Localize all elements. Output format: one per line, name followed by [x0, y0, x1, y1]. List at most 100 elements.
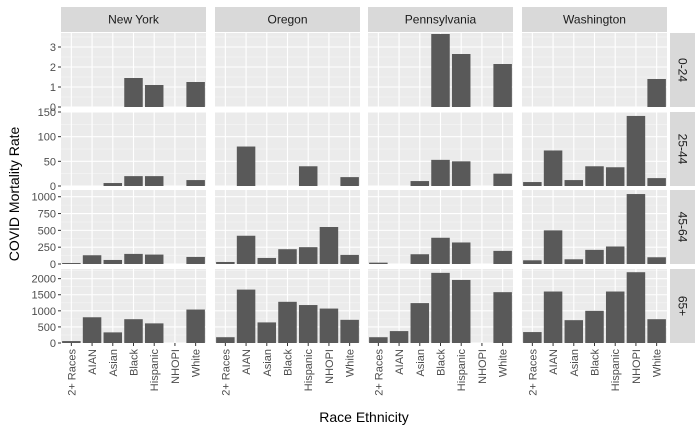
bar-black: [431, 237, 450, 264]
x-tick-label: 2+ Races: [527, 349, 539, 396]
y-tick-label: 0: [50, 338, 56, 350]
x-tick-label: Hispanic: [610, 349, 622, 392]
bar-nhopi: [319, 308, 339, 343]
bar-aian: [236, 146, 256, 186]
bar-white: [186, 309, 205, 343]
bar-black: [124, 176, 143, 186]
strip-bg-column: [368, 7, 513, 32]
bar-hispanic: [298, 166, 318, 186]
strip-bg-row: [670, 112, 695, 186]
strip-label-row: 45-64: [676, 212, 690, 243]
bar-black: [585, 249, 604, 264]
x-tick-label: AIAN: [548, 349, 560, 375]
bar-asian: [410, 254, 430, 264]
bar-black: [585, 310, 604, 343]
bar-aian: [82, 317, 102, 343]
x-tick-label: Asian: [569, 349, 581, 377]
x-tick-label: Black: [436, 349, 448, 376]
strip-bg-column: [61, 7, 206, 32]
bar-black: [431, 34, 450, 107]
bar-hispanic: [144, 323, 164, 343]
y-tick-label: 1: [50, 82, 56, 94]
x-tick-label: Black: [283, 349, 295, 376]
strip-bg-column: [215, 7, 360, 32]
bar-hispanic: [144, 176, 164, 186]
bar-white: [493, 64, 512, 107]
bar-nhopi: [626, 194, 646, 264]
bar-white: [493, 250, 512, 264]
y-tick-label: 500: [38, 225, 56, 237]
x-tick-label: AIAN: [87, 349, 99, 375]
bar-2-races: [216, 261, 235, 264]
strip-bg-row: [670, 269, 695, 343]
y-tick-label: 150: [38, 107, 56, 119]
bar-white: [647, 79, 666, 107]
bar-asian: [410, 303, 430, 343]
bar-hispanic: [451, 161, 471, 186]
bar-white: [340, 254, 359, 264]
bar-black: [124, 253, 143, 264]
x-tick-label: 2+ Races: [373, 349, 385, 396]
bar-black: [431, 159, 450, 186]
bar-asian: [103, 259, 123, 264]
x-tick-label: Asian: [415, 349, 427, 377]
bar-asian: [257, 257, 277, 264]
bar-hispanic: [451, 54, 471, 107]
x-tick-label: Asian: [262, 349, 274, 377]
x-tick-label: AIAN: [241, 349, 253, 375]
bar-asian: [103, 183, 123, 186]
bar-2-races: [369, 337, 388, 343]
x-tick-label: Asian: [108, 349, 120, 377]
x-tick-label: NHOPI: [477, 349, 489, 384]
bar-2-races: [523, 260, 542, 264]
bar-asian: [103, 332, 123, 343]
bar-2-races: [523, 182, 542, 186]
x-tick-label: Black: [129, 349, 141, 376]
y-tick-label: 2000: [32, 274, 56, 286]
y-tick-label: 100: [38, 132, 56, 144]
bar-asian: [564, 259, 584, 264]
x-tick-label: White: [345, 349, 357, 377]
x-tick-label: Hispanic: [456, 349, 468, 392]
y-tick-label: 0: [50, 181, 56, 193]
bar-nhopi: [319, 227, 339, 264]
bar-aian: [543, 150, 563, 186]
x-tick-label: Hispanic: [149, 349, 161, 392]
bar-hispanic: [451, 279, 471, 343]
bar-white: [647, 257, 666, 264]
bar-white: [186, 180, 205, 186]
bar-2-races: [62, 341, 81, 343]
bar-hispanic: [605, 167, 625, 186]
bar-hispanic: [144, 85, 164, 107]
bar-white: [493, 292, 512, 343]
x-tick-label: AIAN: [394, 349, 406, 375]
x-tick-label: NHOPI: [170, 349, 182, 384]
strip-label-row: 65+: [676, 296, 690, 316]
bar-aian: [543, 230, 563, 264]
strip-bg-row: [670, 33, 695, 107]
bar-2-races: [369, 262, 388, 264]
bar-2-races: [216, 337, 235, 343]
bar-white: [340, 177, 359, 186]
bar-black: [278, 301, 297, 343]
x-axis-title: Race Ethnicity: [319, 409, 408, 425]
bar-asian: [564, 320, 584, 343]
bar-aian: [389, 331, 409, 343]
y-axis-title: COVID Mortality Rate: [6, 126, 22, 261]
bar-white: [647, 319, 666, 343]
bar-2-races: [62, 262, 81, 264]
y-tick-label: 2: [50, 62, 56, 74]
bar-black: [124, 78, 143, 107]
y-tick-label: 0: [50, 259, 56, 271]
bar-white: [186, 256, 205, 264]
y-tick-label: 250: [38, 242, 56, 254]
bar-2-races: [523, 332, 542, 343]
strip-label-row: 0-24: [676, 58, 690, 82]
bar-aian: [236, 235, 256, 264]
y-tick-label: 3: [50, 42, 56, 54]
bar-white: [186, 82, 205, 107]
bar-black: [585, 166, 604, 186]
bar-hispanic: [298, 305, 318, 343]
strip-label-column: New York: [108, 13, 160, 27]
bar-white: [647, 178, 666, 186]
